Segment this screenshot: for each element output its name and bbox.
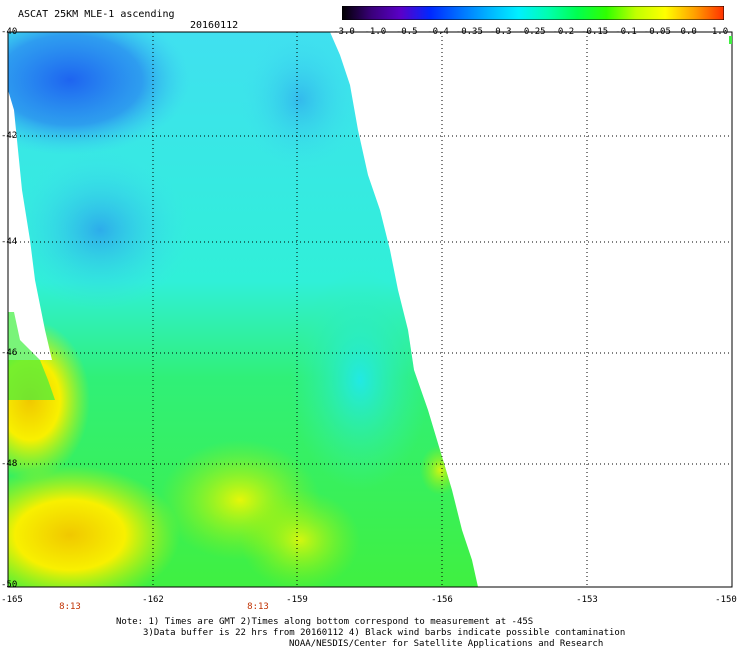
- lat-label: -46: [1, 348, 18, 358]
- missing-data-west: [0, 32, 52, 360]
- colorbar-gradient: [342, 6, 724, 20]
- lon-label: -162: [142, 595, 164, 605]
- lat-label: -40: [1, 27, 18, 37]
- footer-note-1: Note: 1) Times are GMT 2)Times along bot…: [116, 617, 534, 627]
- lat-label: -48: [1, 459, 18, 469]
- plot-frame: [7, 31, 733, 588]
- lat-label: -42: [1, 131, 18, 141]
- footer-credit: NOAA/NESDIS/Center for Satellite Applica…: [289, 639, 604, 649]
- time-label: 8:13: [247, 602, 269, 612]
- edge-pixel: [729, 36, 732, 44]
- title: ASCAT 25KM MLE-1 ascending: [18, 9, 175, 20]
- date-label: 20160112: [190, 20, 239, 31]
- graticule: [8, 32, 732, 587]
- lon-label: -150: [715, 595, 737, 605]
- lat-label: -44: [1, 237, 18, 247]
- lat-label: -50: [1, 580, 18, 590]
- swath-strip-west: [8, 312, 55, 400]
- colorbar: [342, 6, 724, 20]
- lon-label: -159: [286, 595, 308, 605]
- time-label: 8:13: [59, 602, 81, 612]
- footer-note-2: 3)Data buffer is 22 hrs from 20160112 4)…: [143, 628, 626, 638]
- lon-label: -165: [1, 595, 23, 605]
- lon-label: -156: [431, 595, 453, 605]
- wind-swath: [8, 32, 478, 587]
- lon-label: -153: [576, 595, 598, 605]
